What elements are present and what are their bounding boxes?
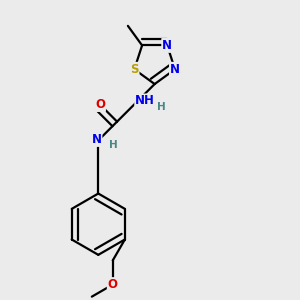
Text: NH: NH [135, 94, 155, 107]
Text: N: N [92, 133, 101, 146]
Text: O: O [108, 278, 118, 291]
Text: O: O [95, 98, 105, 111]
Text: H: H [157, 102, 166, 112]
Text: N: N [170, 63, 180, 76]
Text: H: H [109, 140, 117, 150]
Text: N: N [162, 39, 172, 52]
Text: S: S [130, 63, 139, 76]
